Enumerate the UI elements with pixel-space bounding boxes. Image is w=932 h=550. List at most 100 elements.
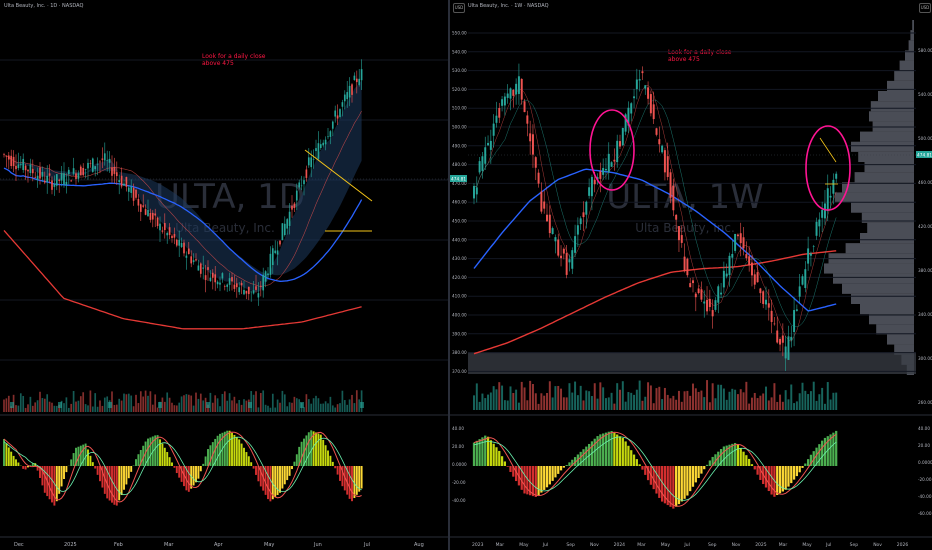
volume-bar [91, 406, 94, 412]
volume-bar [151, 404, 154, 412]
event-marker [158, 402, 162, 408]
candle-body [168, 227, 171, 235]
volume-bar [137, 403, 140, 412]
volume-bar [118, 398, 121, 412]
oscillator-bar [24, 466, 27, 470]
annotation-line-1: Look for a daily close [668, 49, 732, 56]
sma-200-line [3, 229, 362, 330]
volume-bar [226, 400, 229, 412]
candle-body [178, 239, 181, 246]
oscillator-bar [300, 441, 303, 466]
oscillator-bar [168, 457, 171, 466]
volume-bar [334, 407, 337, 412]
volume-bar [303, 407, 305, 412]
candle-body [144, 209, 147, 215]
x-tick-label: Sep [708, 542, 717, 548]
volume-bar [207, 404, 209, 412]
volume-bar [163, 401, 166, 412]
oscillator-bar [607, 431, 610, 466]
oscillator-bar [161, 443, 164, 466]
weekly-chart-svg[interactable]: ULTA, 1W Ulta Beauty, Inc. Look for a da… [450, 0, 932, 550]
candle-body [135, 189, 137, 198]
volume-bar [279, 402, 281, 412]
candle-body [655, 128, 658, 135]
oscillator-bar [231, 432, 233, 466]
oscillator-bar [267, 466, 269, 500]
volume-bar [24, 407, 27, 412]
candle-body [310, 157, 313, 168]
currency-badge[interactable]: USD [453, 3, 465, 13]
oscillator-bar [764, 466, 768, 488]
candle-body [722, 270, 725, 288]
volume-bar [329, 396, 332, 412]
candle-body [53, 183, 56, 187]
oscillator-bar [529, 466, 532, 496]
left-chart-pane[interactable]: ULTA, 1D Ulta Beauty, Inc. Look for a da… [0, 0, 448, 550]
volume-bar [512, 392, 515, 410]
osc-tick-label: 0.0000 [452, 462, 467, 467]
volume-profile-bar [878, 91, 914, 102]
candle-body [293, 203, 296, 209]
candle-body [630, 103, 633, 114]
volume-bar [156, 407, 159, 412]
candle-body [666, 156, 669, 177]
oscillator-bar [286, 466, 289, 481]
oscillator-bar [315, 432, 317, 466]
oscillator-bar [835, 430, 838, 466]
candle-body [75, 173, 77, 179]
price-tick-label: 440.00 [452, 237, 467, 242]
oscillator-bar [22, 466, 25, 469]
signal-line [3, 431, 362, 503]
oscillator-bar [557, 466, 560, 474]
candle-body [137, 199, 140, 206]
oscillator-bar [259, 466, 262, 487]
oscillator-bar [677, 466, 681, 505]
candle-body [526, 115, 529, 124]
candle-body [680, 235, 683, 243]
candle-body [202, 267, 205, 269]
osc-tick-label-right: 40.00 [918, 426, 930, 431]
volume-bar [360, 390, 363, 412]
volume-bar [192, 405, 195, 412]
oscillator-bar [613, 432, 616, 466]
volume-bar [142, 396, 145, 412]
volume-bar [168, 397, 171, 412]
candle-body [166, 232, 169, 236]
oscillator-bar [29, 465, 32, 466]
oscillator-bar [663, 466, 667, 504]
candle-body [478, 161, 481, 173]
volume-bar [339, 403, 341, 412]
candle-body [602, 167, 605, 175]
candle-body [99, 161, 101, 163]
candle-body [204, 275, 207, 281]
volume-bar [812, 381, 815, 410]
oscillator-bar [616, 434, 619, 466]
volume-bar [358, 399, 361, 412]
volume-bar [202, 400, 205, 412]
volume-profile-bar [887, 80, 914, 91]
x-tick-label: Aug [414, 542, 424, 548]
volume-bar [731, 388, 734, 410]
volume-bar [753, 392, 756, 410]
volume-bar [336, 404, 339, 412]
volume-bar [484, 398, 487, 410]
oscillator-bar [520, 466, 523, 490]
daily-chart-svg[interactable]: ULTA, 1D Ulta Beauty, Inc. Look for a da… [0, 0, 448, 550]
volume-bar [67, 407, 70, 412]
event-marker [108, 402, 112, 408]
candle-body [517, 76, 520, 94]
candle-body [565, 253, 568, 275]
oscillator-bar [694, 466, 697, 483]
pane-divider[interactable] [448, 0, 450, 550]
right-chart-pane[interactable]: ULTA, 1W Ulta Beauty, Inc. Look for a da… [450, 0, 932, 550]
candle-body [644, 85, 647, 89]
price-marker-text: 474.81 [451, 177, 466, 183]
volume-bar [638, 380, 641, 410]
volume-bar [353, 403, 356, 412]
candle-body [750, 262, 753, 276]
event-marker [10, 402, 14, 408]
volume-bar [694, 388, 697, 410]
volume-bar [190, 395, 193, 412]
currency-badge-right[interactable]: USD [919, 3, 931, 13]
oscillator-bar [498, 450, 501, 466]
